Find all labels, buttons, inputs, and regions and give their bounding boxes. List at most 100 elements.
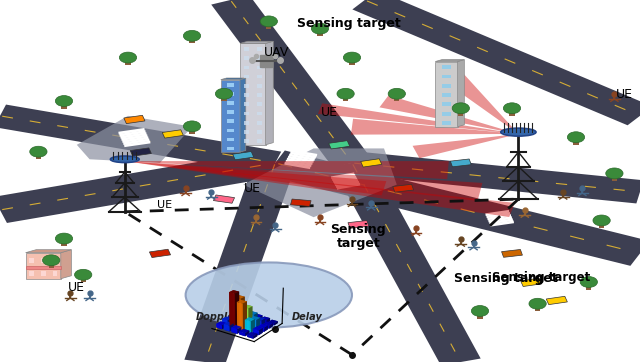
Ellipse shape [337, 88, 355, 99]
Ellipse shape [344, 52, 361, 63]
Bar [244, 139, 249, 143]
Ellipse shape [388, 88, 406, 99]
Text: UE: UE [68, 281, 85, 294]
Bar [477, 315, 483, 319]
Bar [612, 177, 617, 181]
Text: Sensing
target: Sensing target [331, 223, 386, 249]
Ellipse shape [529, 298, 547, 309]
Text: Doppler: Doppler [196, 312, 239, 322]
Polygon shape [240, 41, 273, 43]
Bar [61, 105, 67, 109]
Text: Sensing target: Sensing target [454, 272, 557, 285]
Polygon shape [353, 0, 640, 125]
Polygon shape [437, 68, 518, 134]
Bar [442, 84, 451, 88]
Bar [266, 25, 271, 29]
Ellipse shape [568, 132, 585, 143]
Polygon shape [266, 41, 273, 145]
Ellipse shape [74, 269, 92, 280]
Bar [349, 62, 355, 65]
Polygon shape [360, 159, 382, 167]
Polygon shape [149, 249, 171, 257]
Bar [257, 130, 262, 134]
Polygon shape [162, 130, 184, 138]
Text: UE: UE [321, 106, 338, 119]
Ellipse shape [42, 255, 60, 266]
Polygon shape [243, 148, 397, 217]
Bar [189, 130, 195, 134]
Bar [227, 147, 234, 150]
Polygon shape [458, 60, 465, 127]
Text: Sensing target: Sensing target [492, 270, 590, 283]
Ellipse shape [119, 52, 137, 63]
Polygon shape [124, 115, 145, 123]
Text: UE: UE [244, 182, 261, 195]
Bar [257, 93, 262, 97]
Bar [81, 279, 86, 282]
Polygon shape [0, 150, 282, 223]
Bar [52, 271, 58, 276]
Ellipse shape [56, 233, 73, 244]
Ellipse shape [452, 103, 470, 114]
Polygon shape [451, 159, 471, 167]
Bar [244, 84, 249, 88]
Bar [509, 112, 515, 116]
Bar [227, 101, 234, 105]
Bar [227, 110, 234, 114]
Bar [52, 258, 58, 263]
Polygon shape [125, 161, 387, 195]
Polygon shape [435, 60, 465, 62]
Polygon shape [221, 78, 246, 80]
Bar [36, 156, 41, 159]
Polygon shape [502, 249, 522, 257]
Polygon shape [77, 116, 192, 163]
Polygon shape [125, 161, 483, 201]
Polygon shape [184, 161, 296, 362]
Bar [573, 141, 579, 145]
Bar [227, 83, 234, 87]
Bar [49, 264, 54, 268]
Polygon shape [348, 151, 640, 203]
Bar [442, 93, 451, 97]
Ellipse shape [312, 23, 329, 34]
Bar [61, 243, 67, 246]
Polygon shape [213, 195, 235, 203]
Text: UE: UE [157, 200, 172, 210]
Polygon shape [393, 184, 413, 192]
Polygon shape [332, 159, 481, 362]
Polygon shape [520, 278, 542, 286]
Bar [125, 62, 131, 65]
Bar [442, 102, 451, 106]
Bar [442, 112, 451, 115]
Bar [244, 56, 249, 60]
Bar [257, 139, 262, 143]
Bar [442, 121, 451, 125]
Text: Delay: Delay [292, 312, 323, 322]
Bar [586, 286, 591, 290]
Bar [442, 65, 451, 69]
Bar [257, 121, 262, 125]
Polygon shape [240, 78, 246, 152]
Polygon shape [351, 119, 518, 135]
Ellipse shape [186, 262, 352, 328]
Ellipse shape [501, 128, 536, 136]
Bar [257, 47, 262, 51]
Bar [257, 111, 262, 115]
Bar [343, 98, 348, 101]
Text: Sensing target: Sensing target [297, 17, 401, 30]
Ellipse shape [580, 277, 598, 287]
Bar [244, 75, 249, 79]
Bar [599, 224, 604, 228]
Bar [244, 47, 249, 51]
Polygon shape [61, 250, 72, 279]
Bar [257, 84, 262, 88]
Ellipse shape [260, 16, 278, 27]
Bar [29, 271, 34, 276]
Polygon shape [211, 0, 371, 168]
Bar [244, 66, 249, 69]
Bar [317, 33, 323, 36]
Bar [257, 75, 262, 79]
Ellipse shape [215, 88, 233, 99]
Bar [244, 121, 249, 125]
Polygon shape [232, 152, 254, 160]
